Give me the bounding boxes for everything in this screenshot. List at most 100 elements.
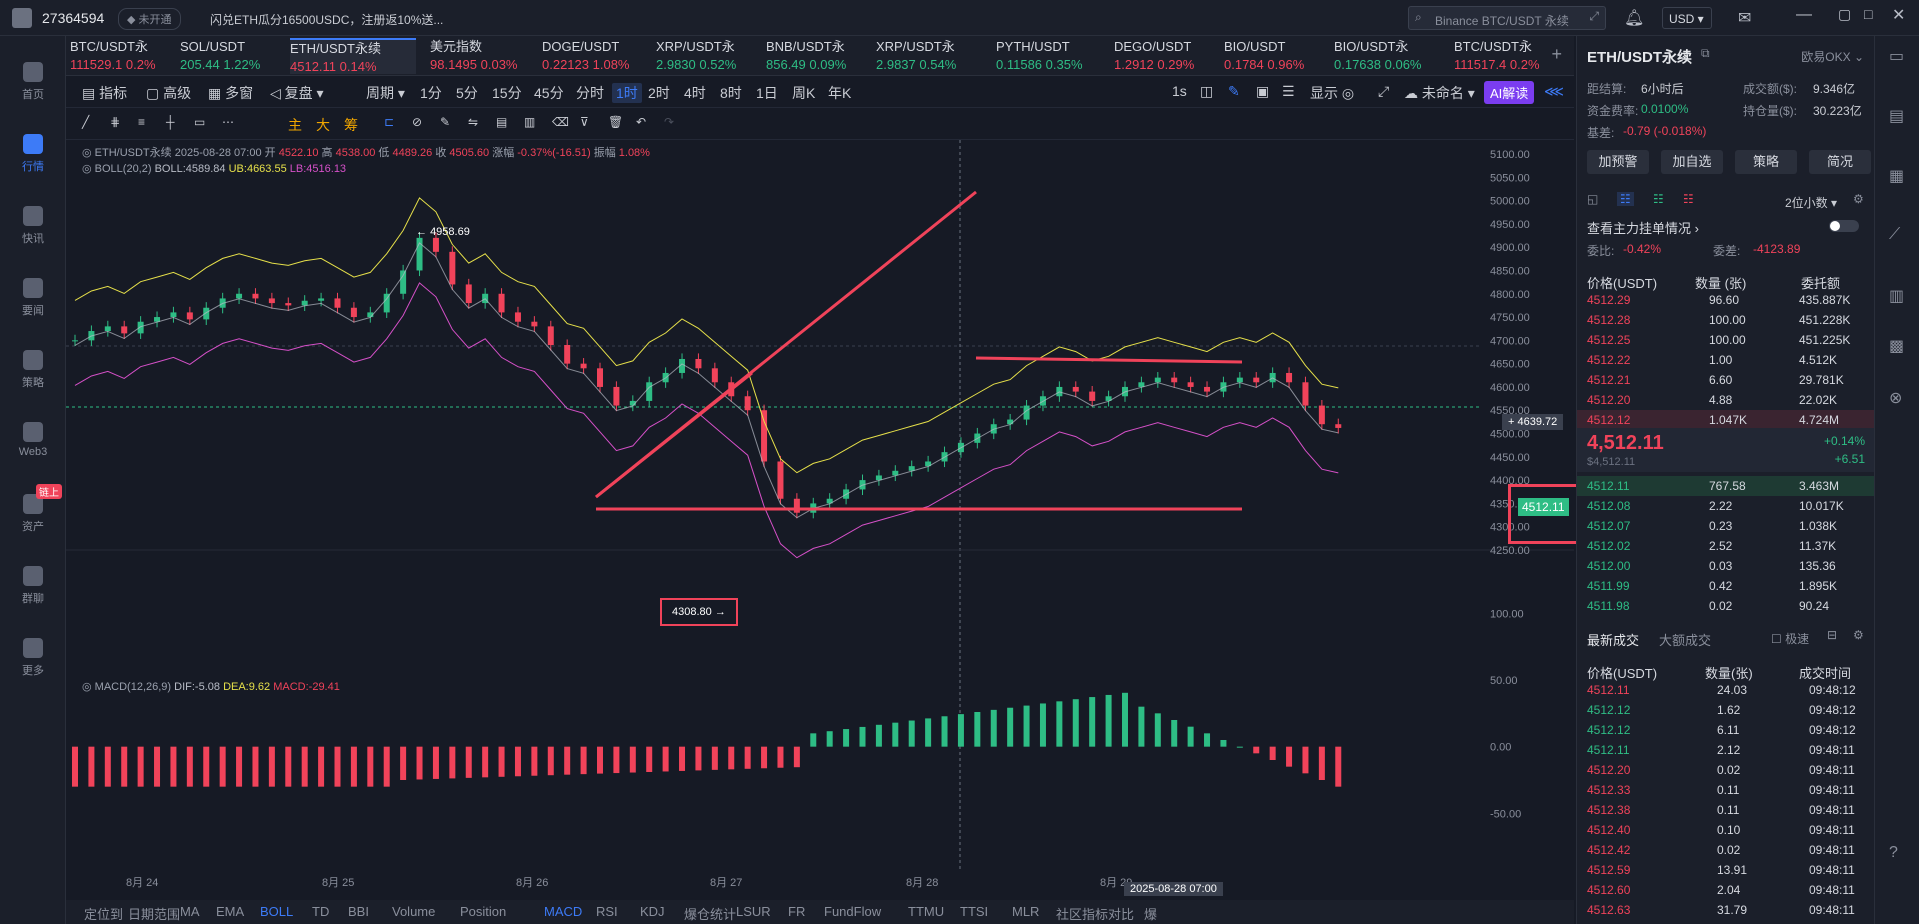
- notice-text[interactable]: 闪兑ETH瓜分16500USDC，注册返10%送...: [210, 13, 444, 27]
- indicator-tab[interactable]: Position: [460, 904, 507, 919]
- ai-button[interactable]: AI解读: [1484, 81, 1535, 104]
- calendar-icon[interactable]: ▦: [1889, 168, 1905, 185]
- data-icon[interactable]: ▥: [1889, 288, 1905, 305]
- strategy-button[interactable]: 策略: [1735, 150, 1797, 174]
- bell-icon[interactable]: 🔔︎: [1624, 10, 1645, 27]
- decimals-select[interactable]: 2位小数 ▾: [1785, 196, 1838, 210]
- sidebar-item-flash[interactable]: 快讯: [0, 198, 66, 258]
- measure-icon[interactable]: ⊘: [412, 115, 423, 129]
- compare-icon[interactable]: ⇋: [468, 115, 479, 129]
- book-view-icon[interactable]: ◱: [1587, 192, 1599, 206]
- book-row[interactable]: 4512.07 0.23 1.038K: [1587, 519, 1838, 533]
- image-icon[interactable]: ▣: [1256, 83, 1270, 99]
- rect-tool-icon[interactable]: ▭: [194, 115, 206, 129]
- indicator-tab[interactable]: 对比: [1108, 907, 1135, 922]
- book-row[interactable]: 4512.02 2.52 11.37K: [1587, 539, 1837, 553]
- indicator-tab[interactable]: FR: [788, 904, 806, 919]
- indicator-tab[interactable]: RSI: [596, 904, 618, 919]
- tool-chips[interactable]: 筹: [344, 117, 358, 133]
- indicator-tab[interactable]: BOLL: [260, 904, 294, 919]
- exchange-select[interactable]: 欧易OKX ⌄: [1801, 50, 1864, 64]
- share-icon[interactable]: ⋘: [1544, 83, 1564, 99]
- indicator-tab[interactable]: 社区指标: [1056, 907, 1109, 922]
- link-icon[interactable]: ⊗: [1889, 390, 1903, 407]
- book-row[interactable]: 4512.11 767.58 3.463M: [1577, 476, 1875, 496]
- view-orders-link[interactable]: 查看主力挂单情况 ›: [1587, 221, 1699, 236]
- panel-icon[interactable]: ▭: [1889, 48, 1905, 65]
- add-tab-icon[interactable]: +: [1551, 44, 1562, 64]
- maximize-icon[interactable]: □: [1864, 6, 1873, 22]
- ticker-tab[interactable]: BIO/USDT 0.1784 0.96%: [1224, 38, 1320, 74]
- chart-area[interactable]: 5100.00 5050.00 5000.00 4950.00 4900.00 4850.…: [66, 140, 1580, 896]
- book-row[interactable]: 4511.98 0.02 90.24: [1587, 599, 1830, 613]
- filter-icon[interactable]: ⊽: [580, 115, 589, 129]
- refresh-interval[interactable]: 1s: [1172, 83, 1187, 99]
- interval-button[interactable]: 4时: [684, 85, 706, 101]
- book-asks-icon[interactable]: ☷: [1683, 192, 1694, 206]
- line-tool-icon[interactable]: ╱: [82, 115, 90, 129]
- display-button[interactable]: 显示 ◎: [1310, 85, 1355, 101]
- replay-button[interactable]: ◁ 复盘 ▾: [270, 85, 324, 101]
- book-row[interactable]: 4512.12 1.047K 4.724M: [1577, 410, 1875, 430]
- interval-button[interactable]: 2时: [648, 85, 670, 101]
- indicator-tab[interactable]: 爆: [1144, 907, 1158, 922]
- book-row[interactable]: 4512.29 96.60 435.887K: [1587, 293, 1851, 307]
- parallel-tool-icon[interactable]: ⋕: [110, 115, 121, 129]
- grid-icon[interactable]: ▩: [1889, 338, 1905, 355]
- indicator-tab[interactable]: TD: [312, 904, 330, 919]
- indicator-tab[interactable]: TTSI: [960, 904, 989, 919]
- indicator-tab[interactable]: 日期范围: [128, 907, 181, 922]
- indicator-tab[interactable]: MACD: [544, 904, 583, 919]
- indicator-tab[interactable]: FundFlow: [824, 904, 882, 919]
- indicator-button[interactable]: ▤ 指标: [82, 85, 128, 101]
- account-status[interactable]: ◆ 未开通: [118, 8, 181, 30]
- pen-icon[interactable]: ✎: [1228, 83, 1240, 99]
- avatar[interactable]: [12, 8, 32, 28]
- sidebar-item-web3[interactable]: Web3: [0, 414, 66, 474]
- bookmark-icon[interactable]: ▥: [524, 115, 536, 129]
- interval-button[interactable]: 1日: [756, 85, 778, 101]
- minimize-icon[interactable]: —: [1796, 6, 1812, 23]
- camera-icon[interactable]: ◫: [1200, 83, 1214, 99]
- tab-big-trades[interactable]: 大额成交: [1659, 633, 1712, 648]
- ticker-tab[interactable]: BTC/USDT永 111529.1 0.2%: [70, 38, 166, 74]
- fast-checkbox[interactable]: ☐ 极速: [1771, 632, 1810, 646]
- indicator-tab[interactable]: MLR: [1012, 904, 1040, 919]
- indicator-tab[interactable]: KDJ: [640, 904, 665, 919]
- fullscreen-icon[interactable]: ⤢: [1378, 83, 1390, 99]
- note-icon[interactable]: ▤: [496, 115, 508, 129]
- redo-icon[interactable]: ↷: [664, 115, 675, 129]
- overview-button[interactable]: 简况: [1809, 150, 1871, 174]
- brush-icon[interactable]: ✎: [440, 115, 451, 129]
- advanced-button[interactable]: ▢ 高级: [146, 85, 192, 101]
- ticker-tab[interactable]: BNB/USDT永 856.49 0.09%: [766, 38, 862, 74]
- book-row[interactable]: 4512.28 100.00 451.228K: [1587, 313, 1851, 327]
- more-tools-icon[interactable]: ⋯: [222, 115, 234, 129]
- indicator-tab[interactable]: BBI: [348, 904, 369, 919]
- trash-icon[interactable]: 🗑︎: [608, 115, 624, 129]
- ray-tool-icon[interactable]: ┼: [166, 115, 175, 129]
- list-icon[interactable]: ☰: [1282, 83, 1295, 99]
- multi-window-button[interactable]: ▦ 多窗: [208, 85, 254, 101]
- sidebar-item-home[interactable]: 首页: [0, 54, 66, 114]
- interval-button[interactable]: 周K: [792, 85, 816, 101]
- eraser-icon[interactable]: ⌫: [552, 115, 569, 129]
- book-row[interactable]: 4512.20 4.88 22.02K: [1587, 393, 1838, 407]
- book-row[interactable]: 4512.00 0.03 135.36: [1587, 559, 1836, 573]
- alert-button[interactable]: 加预警: [1587, 150, 1649, 174]
- sidebar-item-chat[interactable]: 群聊: [0, 558, 66, 618]
- book-row[interactable]: 4512.25 100.00 451.225K: [1587, 333, 1851, 347]
- doc-icon[interactable]: ▤: [1889, 108, 1905, 125]
- indicator-tab[interactable]: Volume: [392, 904, 436, 919]
- sidebar-item-strategy[interactable]: 策略: [0, 342, 66, 402]
- ticker-tab[interactable]: PYTH/USDT 0.11586 0.35%: [996, 38, 1100, 74]
- ticker-tab[interactable]: BTC/USDT永 111517.4 0.2%: [1454, 38, 1564, 74]
- tool-big[interactable]: 大: [316, 117, 330, 133]
- book-row[interactable]: 4512.21 6.60 29.781K: [1587, 373, 1844, 387]
- favorite-button[interactable]: 加自选: [1661, 150, 1723, 174]
- sidebar-item-assets[interactable]: 资产 链上: [0, 484, 66, 546]
- sidebar-item-market[interactable]: 行情: [0, 126, 66, 186]
- sidebar-item-news[interactable]: 要闻: [0, 270, 66, 330]
- price-chart[interactable]: 5100.00 5050.00 5000.00 4950.00 4900.00 4850.…: [66, 140, 1574, 894]
- orders-toggle[interactable]: [1829, 220, 1859, 232]
